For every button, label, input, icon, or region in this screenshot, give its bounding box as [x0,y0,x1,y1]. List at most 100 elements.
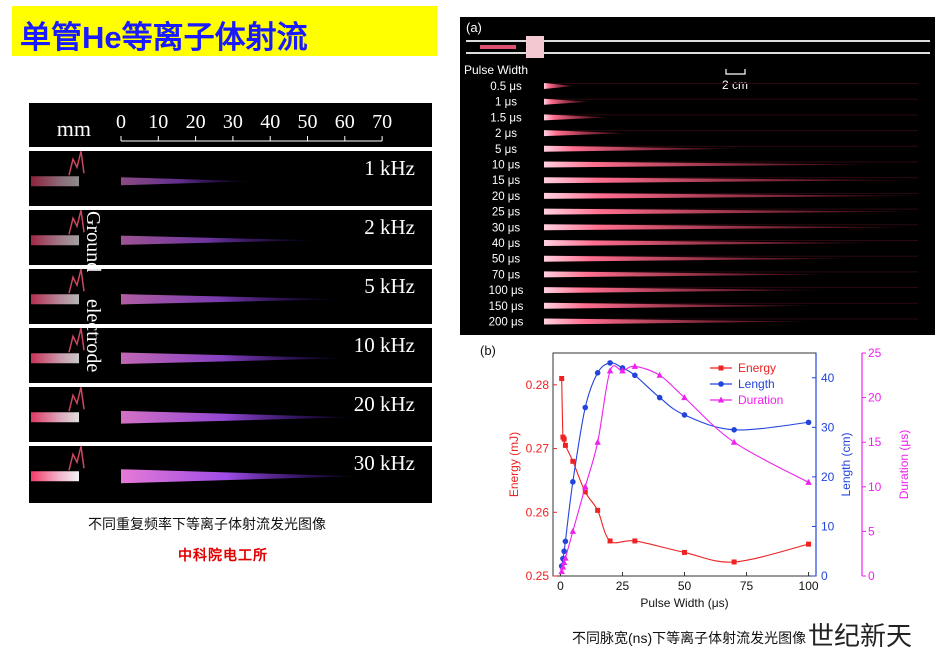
legend-label: Duration [738,393,783,407]
discharge-filament [68,210,85,235]
pulse-width-label: 15 μs [492,175,521,187]
plasma-jet [544,240,874,246]
energy-point [595,507,601,513]
scale-unit: mm [57,116,91,141]
plasma-jet [544,130,627,137]
row-divider [29,324,432,328]
plasma-jet [544,255,851,262]
frequency-row [29,210,432,265]
scale-tick-label: 40 [260,111,280,133]
plasma-jet [544,177,911,184]
electrode-glow [31,471,79,482]
electrode-glow [31,176,79,187]
x-axis-title: Pulse Width (μs) [640,596,728,610]
scale-tick-label: 20 [186,111,206,133]
pulse-width-jet-image-panel: (a) Pulse Width 2 cm 0.5 μs 1 μs 1.5 μs 2 μs 5 … [460,17,935,335]
x-tick-label: 100 [799,579,819,593]
tube-wall [544,145,918,147]
duration-point [562,554,569,561]
length-point [582,404,589,411]
electrode-block [526,36,544,58]
duration-point [594,438,601,445]
energy-point [570,458,576,464]
length-point [562,538,569,545]
frequency-label: 10 kHz [354,333,415,357]
duration-point [656,371,663,378]
scale-tick-label: 70 [372,111,392,133]
scale-tick-label: 0 [116,111,126,133]
energy-point [582,489,588,495]
length-tick-label: 20 [821,470,835,484]
length-point [570,479,576,485]
scale-bar-label: 2 cm [722,78,748,92]
plasma-jet [544,98,589,105]
duration-point [631,362,639,369]
source-label: 中科院电工所 [178,549,268,564]
plasma-jet [544,192,918,199]
legend-label: Length [738,377,775,391]
energy-point [562,442,568,448]
frequency-label: 5 kHz [364,274,415,298]
energy-point [559,375,565,381]
length-point [656,394,663,401]
panel-label-b: (b) [480,343,496,358]
energy-point [632,538,638,544]
ground-electrode-label: Ground [82,211,104,272]
length-point [561,548,567,555]
length-point [594,370,601,376]
pulse-width-chart: (b) 0 25 50 75 100 Pulse Width (μs) 0.25 0.26 0.2… [460,338,935,618]
scale-tick-label: 10 [148,111,168,133]
pulse-width-panel-svg: (a) Pulse Width 2 cm 0.5 μs 1 μs 1.5 μs 2 μs 5 … [464,20,930,329]
row-divider [29,383,432,387]
length-point [607,360,613,366]
tube-wall [544,302,918,304]
series-energy [559,375,812,565]
duration-point [619,367,626,374]
pulse-width-label: 2 μs [495,128,517,140]
tube-wall [544,130,918,132]
ground-electrode-label: electrode [82,299,104,372]
pulse-width-label: 25 μs [492,207,521,219]
duration-tick-label: 0 [868,569,875,583]
legend-label: Energy [738,361,776,375]
tube-wall [544,98,918,100]
legend-marker [718,365,724,371]
pulse-width-label: 5 μs [495,144,517,156]
discharge-filament [68,387,85,412]
duration-point [559,563,567,570]
pulse-width-label: 20 μs [492,191,521,203]
pulse-width-label: 40 μs [492,238,521,250]
pulse-width-label: 1 μs [495,97,517,109]
energy-tick-label: 0.26 [526,505,550,519]
energy-point [561,436,567,442]
electrode-glow [31,235,79,246]
plasma-jet [544,208,915,215]
length-point [632,372,638,379]
duration-point [681,394,688,401]
pulse-width-label: 100 μs [489,285,524,297]
pulse-width-label: 200 μs [489,317,524,329]
duration-point [560,559,568,566]
scale-tick-label: 50 [298,111,318,133]
frequency-row [29,151,432,206]
scale-tick-label: 60 [335,111,355,133]
duration-tick-label: 10 [868,480,882,494]
plasma-jet [544,224,907,231]
length-point [805,419,812,426]
frequency-jet-image-panel: mm 0 10 20 30 40 50 60 70 1 kHz 2 kHz 5 kHz 10 kHz 20… [29,103,432,503]
tube-wall [544,177,918,179]
frequency-label: 2 kHz [364,215,415,239]
frequency-label: 20 kHz [354,392,415,416]
series-length [558,360,812,569]
discharge-filament [68,269,85,294]
pulse-width-label: 0.5 μs [490,81,522,93]
pulse-width-label: 150 μs [489,301,524,313]
plasma-jet [544,271,829,278]
duration-tick-label: 5 [868,524,875,538]
tube-wall [544,83,918,84]
length-point [731,427,737,433]
scale-tick-label: 30 [223,111,243,133]
tube-wall [544,161,918,163]
plasma-jet [544,302,814,309]
duration-tick-label: 25 [868,346,882,360]
